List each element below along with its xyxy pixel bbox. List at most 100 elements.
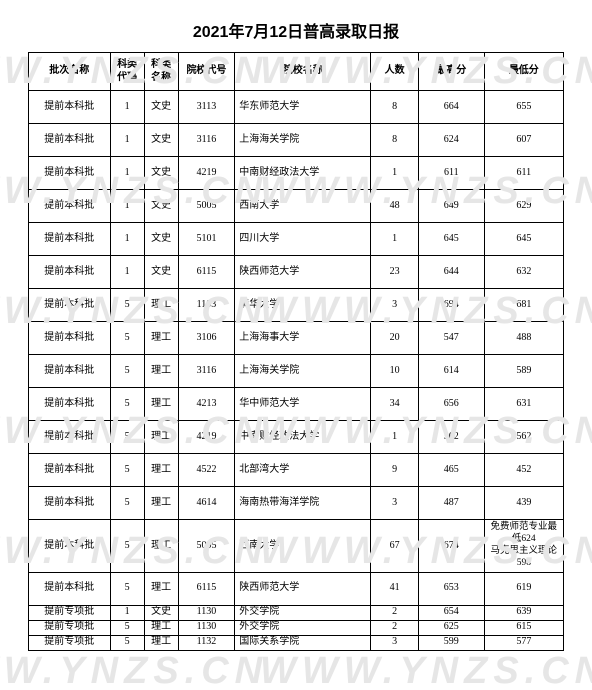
table-cell: 5: [110, 322, 144, 355]
table-cell: 5: [110, 388, 144, 421]
table-cell: 提前专项批: [29, 605, 111, 620]
table-cell: 629: [484, 190, 563, 223]
column-header: 院校代号: [178, 53, 235, 91]
table-cell: 提前专项批: [29, 620, 111, 635]
table-cell: 外交学院: [235, 605, 371, 620]
table-cell: 5: [110, 487, 144, 520]
table-row: 提前本科批5理工4522北部湾大学9465452: [29, 454, 564, 487]
table-row: 提前本科批5理工6115陕西师范大学41653619: [29, 572, 564, 605]
table-cell: 5101: [178, 223, 235, 256]
table-cell: 文史: [144, 605, 178, 620]
table-cell: 2: [371, 605, 419, 620]
table-row: 提前本科批1文史3113华东师范大学8664655: [29, 91, 564, 124]
table-cell: 10: [371, 355, 419, 388]
table-cell: 提前本科批: [29, 572, 111, 605]
table-cell: 上海海事大学: [235, 322, 371, 355]
table-cell: 理工: [144, 635, 178, 650]
table-cell: 1: [110, 605, 144, 620]
table-cell: 西南大学: [235, 520, 371, 573]
table-cell: 632: [484, 256, 563, 289]
table-cell: 提前本科批: [29, 124, 111, 157]
table-cell: 4614: [178, 487, 235, 520]
table-row: 提前本科批1文史5101四川大学1645645: [29, 223, 564, 256]
table-cell: 华中师范大学: [235, 388, 371, 421]
table-cell: 提前本科批: [29, 454, 111, 487]
table-row: 提前本科批5理工4219中南财经政法大学1562562: [29, 421, 564, 454]
table-cell: 4213: [178, 388, 235, 421]
table-cell: 656: [418, 388, 484, 421]
table-cell: 提前本科批: [29, 487, 111, 520]
table-cell: 文史: [144, 124, 178, 157]
table-cell: 5005: [178, 520, 235, 573]
table-cell: 陕西师范大学: [235, 572, 371, 605]
table-cell: 3106: [178, 322, 235, 355]
table-cell: 5: [110, 572, 144, 605]
table-cell: 理工: [144, 520, 178, 573]
table-cell: 免费师范专业最低624马克思主义理论598: [484, 520, 563, 573]
table-cell: 4219: [178, 421, 235, 454]
table-cell: 639: [484, 605, 563, 620]
column-header: 人数: [371, 53, 419, 91]
table-cell: 611: [418, 157, 484, 190]
table-cell: 3: [371, 487, 419, 520]
table-cell: 9: [371, 454, 419, 487]
table-header-row: 批次名称科类代码科类名称院校代号院校名称人数最高分最低分: [29, 53, 564, 91]
table-cell: 465: [418, 454, 484, 487]
table-cell: 陕西师范大学: [235, 256, 371, 289]
column-header: 批次名称: [29, 53, 111, 91]
table-cell: 653: [418, 572, 484, 605]
table-cell: 67: [371, 520, 419, 573]
table-cell: 694: [418, 289, 484, 322]
table-cell: 681: [484, 289, 563, 322]
table-cell: 海南热带海洋学院: [235, 487, 371, 520]
table-row: 提前本科批5理工4213华中师范大学34656631: [29, 388, 564, 421]
table-cell: 1: [110, 91, 144, 124]
table-cell: 提前本科批: [29, 520, 111, 573]
table-cell: 1132: [178, 635, 235, 650]
table-cell: 中南财经政法大学: [235, 157, 371, 190]
table-cell: 3113: [178, 91, 235, 124]
table-cell: 理工: [144, 289, 178, 322]
table-cell: 649: [418, 190, 484, 223]
table-cell: 提前本科批: [29, 322, 111, 355]
table-cell: 674: [418, 520, 484, 573]
table-cell: 清华大学: [235, 289, 371, 322]
table-cell: 5: [110, 635, 144, 650]
table-cell: 文史: [144, 91, 178, 124]
table-cell: 1: [371, 157, 419, 190]
table-cell: 北部湾大学: [235, 454, 371, 487]
table-cell: 文史: [144, 157, 178, 190]
table-cell: 562: [418, 421, 484, 454]
table-cell: 提前本科批: [29, 223, 111, 256]
table-cell: 文史: [144, 256, 178, 289]
table-cell: 3: [371, 289, 419, 322]
table-cell: 理工: [144, 322, 178, 355]
table-cell: 提前本科批: [29, 289, 111, 322]
table-cell: 631: [484, 388, 563, 421]
table-cell: 提前本科批: [29, 421, 111, 454]
table-cell: 提前本科批: [29, 388, 111, 421]
table-cell: 611: [484, 157, 563, 190]
table-cell: 理工: [144, 388, 178, 421]
table-row: 提前专项批1文史1130外交学院2654639: [29, 605, 564, 620]
table-cell: 理工: [144, 421, 178, 454]
table-row: 提前专项批5理工1130外交学院2625615: [29, 620, 564, 635]
table-cell: 提前本科批: [29, 355, 111, 388]
table-cell: 8: [371, 124, 419, 157]
column-header: 最高分: [418, 53, 484, 91]
table-cell: 487: [418, 487, 484, 520]
table-cell: 607: [484, 124, 563, 157]
table-cell: 提前本科批: [29, 91, 111, 124]
table-cell: 1: [371, 223, 419, 256]
admission-table: 批次名称科类代码科类名称院校代号院校名称人数最高分最低分 提前本科批1文史311…: [28, 52, 564, 651]
table-cell: 提前本科批: [29, 256, 111, 289]
column-header: 最低分: [484, 53, 563, 91]
table-row: 提前本科批5理工3106上海海事大学20547488: [29, 322, 564, 355]
table-cell: 上海海关学院: [235, 124, 371, 157]
table-cell: 提前本科批: [29, 190, 111, 223]
table-cell: 645: [418, 223, 484, 256]
table-cell: 1: [110, 157, 144, 190]
table-cell: 5: [110, 520, 144, 573]
table-cell: 1130: [178, 605, 235, 620]
table-cell: 理工: [144, 355, 178, 388]
